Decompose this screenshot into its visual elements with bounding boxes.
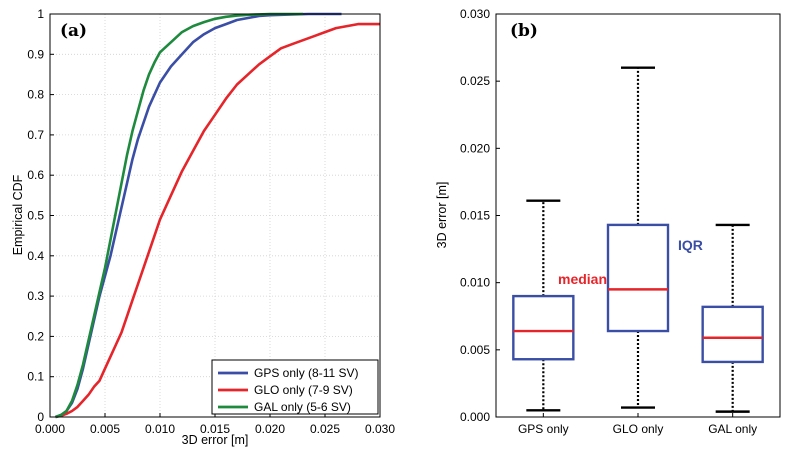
cdf-x-tick-label: 0.030 — [365, 422, 395, 436]
cdf-legend-box — [211, 359, 379, 415]
cdf-y-tick-label: 1 — [37, 7, 44, 21]
cdf-series-line — [55, 22, 380, 419]
panel-label-b: (b) — [510, 21, 538, 41]
cdf-y-axis-label: Empirical CDF — [11, 174, 25, 255]
boxplot-y-tick-label: 0.015 — [460, 209, 490, 223]
cdf-legend-entry: GAL only (5-6 SV) — [254, 400, 351, 414]
boxplot-y-axis-label: 3D error [m] — [435, 182, 449, 249]
cdf-grid — [49, 13, 381, 418]
boxplot-y-tick-label: 0.010 — [460, 276, 490, 290]
boxplot-y-tick-label: 0.025 — [460, 74, 490, 88]
cdf-x-tick-label: 0.000 — [35, 422, 65, 436]
cdf-x-tick-label: 0.025 — [310, 422, 340, 436]
cdf-x-tick-label: 0.015 — [200, 422, 230, 436]
cdf-y-tick-label: 0.9 — [27, 47, 44, 61]
cdf-legend-entry: GLO only (7-9 SV) — [254, 383, 353, 397]
cdf-panel: 0.000 0.005 0.010 0.015 0.020 0.025 0.030 0 0.1 0… — [11, 7, 395, 447]
boxplot-y-tick-label: 0.000 — [460, 410, 490, 424]
cdf-y-tick-label: 0.1 — [27, 370, 44, 384]
boxplot-ticks: 0.000 0.005 0.010 0.015 0.020 0.025 0.030 GPS o… — [460, 7, 757, 436]
boxplot-iqr-box — [701, 305, 764, 364]
boxplot-iqr-box — [606, 223, 670, 333]
boxplot-category-label: GAL only — [708, 422, 757, 436]
cdf-series-line — [55, 12, 303, 419]
cdf-y-tick-label: 0.3 — [27, 289, 44, 303]
cdf-x-tick-label: 0.010 — [145, 422, 175, 436]
cdf-y-tick-label: 0.6 — [27, 168, 44, 182]
boxplot-boxes — [512, 66, 764, 413]
cdf-y-tick-label: 0.2 — [27, 329, 44, 343]
boxplot-y-tick-label: 0.030 — [460, 7, 490, 21]
cdf-legend-entry: GPS only (8-11 SV) — [254, 366, 358, 380]
boxplot-y-tick-label: 0.005 — [460, 343, 490, 357]
cdf-y-tick-label: 0 — [37, 410, 44, 424]
cdf-series — [55, 12, 380, 419]
cdf-y-tick-label: 0.5 — [27, 209, 44, 223]
boxplot-category-label: GPS only — [518, 422, 569, 436]
cdf-x-tick-label: 0.005 — [90, 422, 120, 436]
panel-label-a: (a) — [60, 21, 87, 41]
boxplot-iqr-box — [512, 294, 575, 361]
cdf-y-tick-label: 0.7 — [27, 128, 44, 142]
boxplot-panel: 0.000 0.005 0.010 0.015 0.020 0.025 0.030 GPS o… — [435, 7, 781, 436]
cdf-x-tick-label: 0.020 — [255, 422, 285, 436]
iqr-annotation: IQR — [678, 237, 703, 253]
median-annotation: median — [558, 271, 607, 287]
boxplot-y-tick-label: 0.020 — [460, 141, 490, 155]
cdf-y-tick-label: 0.8 — [27, 88, 44, 102]
boxplot-category-label: GLO only — [613, 422, 664, 436]
cdf-legend: GPS only (8-11 SV) GLO only (7-9 SV) GAL o… — [211, 359, 379, 415]
cdf-y-tick-label: 0.4 — [27, 249, 44, 263]
cdf-x-axis-label: 3D error [m] — [182, 433, 249, 447]
